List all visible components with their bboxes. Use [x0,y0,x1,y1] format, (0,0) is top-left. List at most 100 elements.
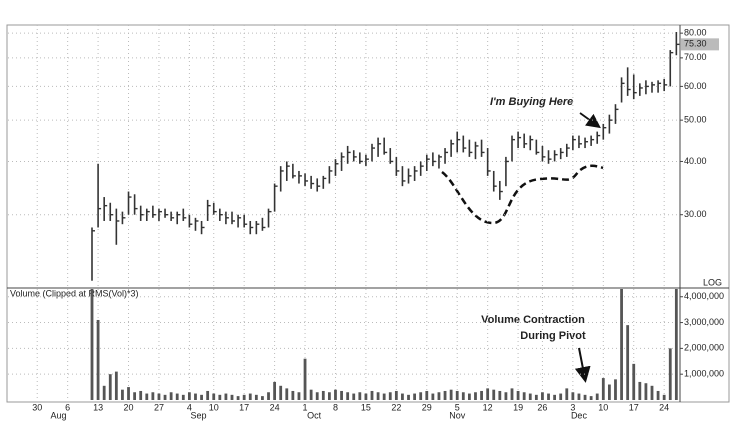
x-tick-label: 24 [270,402,280,412]
volume-bar [218,394,222,400]
volume-bar [309,389,313,400]
annotation: During Pivot [520,330,586,342]
volume-bar [261,396,264,400]
pivot-curve [441,164,604,225]
volume-bar [303,358,307,400]
volume-bar [547,393,550,400]
volume-bar [577,393,581,400]
y-tick-label: 1,000,000 [684,369,724,379]
volume-bar [169,392,173,400]
x-tick-label: 3 [570,402,575,412]
volume-bar [127,387,130,400]
volume-bar [194,393,197,400]
volume-bar [401,393,404,400]
volume-bar [425,390,429,400]
volume-bar [102,385,106,400]
y-tick-label: 30.00 [684,209,707,219]
scale-label: LOG [703,277,722,287]
volume-bar [236,396,240,400]
volume-bar [461,392,465,400]
volume-bar [90,289,94,400]
x-tick-label: 12 [483,402,493,412]
volume-bar [206,390,210,400]
annotation: Volume Contraction [481,314,585,326]
last-price-label: 75.30 [684,39,707,49]
y-tick-label: 40.00 [684,156,707,166]
volume-bar [352,393,356,400]
volume-bar [626,325,630,400]
x-tick-label: 17 [629,402,639,412]
volume-bar [510,388,514,400]
volume-bar [474,392,477,400]
volume-bar [157,393,161,400]
volume-bar [321,390,325,400]
volume-bar [650,385,654,400]
volume-bar [388,392,392,400]
arrow [579,112,601,129]
volume-bar [407,394,410,400]
volume-bar [632,363,636,400]
volume-bar [175,393,179,400]
x-tick-label: 19 [513,402,523,412]
volume-bar [376,392,380,400]
volume-bar [668,348,672,400]
volume-bar [151,392,155,400]
volume-bar [595,393,599,400]
y-tick-label: 50.00 [684,115,707,125]
volume-bar [334,389,337,400]
volume-bar [163,394,167,400]
volume-bar [382,393,386,400]
volume-bar [242,394,246,400]
volume-bar [273,381,277,400]
volume-bar [267,392,270,400]
volume-bar [528,393,532,400]
volume-bars [90,289,678,400]
panel-title: Volume (Clipped at RMS(Vol)*3) [10,288,139,298]
volume-bar [455,390,459,400]
volume-bar [571,392,575,400]
volume-bar [297,392,301,400]
volume-bar [200,394,203,400]
last-price-box [681,38,719,51]
volume-bar [522,392,526,400]
volume-bar [96,319,100,400]
volume-bar [674,289,678,400]
volume-bar [364,393,368,400]
volume-bar [181,394,185,400]
volume-bar [467,393,471,400]
volume-bar [431,393,435,400]
frame [6,24,730,403]
volume-bar [394,390,398,400]
volume-bar [413,393,417,400]
volume-bar [516,390,520,400]
volume-bar [504,392,508,400]
volume-bar [358,392,362,400]
x-tick-label: 26 [537,402,547,412]
volume-bar [230,394,234,400]
volume-bar [534,394,538,400]
x-tick-label: 30 [32,402,42,412]
x-tick-label: 29 [422,402,432,412]
volume-bar [212,393,216,400]
volume-bar [145,393,149,400]
y-tick-label: 2,000,000 [684,343,724,353]
volume-bar [486,388,490,400]
volume-bar [291,390,295,400]
volume-bar [187,392,191,400]
volume-bar [553,394,557,400]
x-month-label: Dec [571,410,588,420]
volume-bar [419,392,423,400]
volume-bar [285,388,289,400]
volume-bar [541,392,544,400]
x-tick-label: 27 [154,402,164,412]
volume-bar [614,379,617,400]
y-tick-label: 3,000,000 [684,317,724,327]
volume-bar [315,392,319,400]
volume-bar [370,390,374,400]
volume-bar [607,384,611,400]
x-tick-label: 6 [65,402,70,412]
volume-bar [565,388,569,400]
volume-bar [620,289,623,400]
volume-bar [480,390,483,400]
